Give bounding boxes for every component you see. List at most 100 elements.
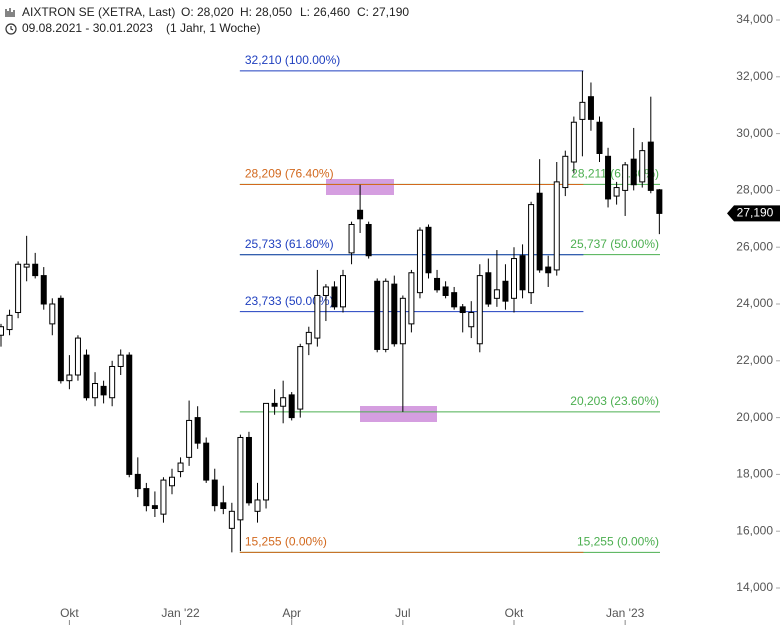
candle-body [408,272,415,325]
candle-body [399,297,406,345]
price-tag-label: 27,190 [737,206,774,220]
anchor-highlight [360,406,437,422]
candle-body [245,436,252,504]
candle-body [0,326,4,336]
candle-body [647,141,654,191]
candle-body [23,263,30,268]
candle-body [587,96,594,120]
candle-body [562,155,569,189]
candle-body [459,306,466,314]
candle-body [6,314,13,331]
header-icons [5,8,17,35]
y-tick-label: 32,000 [736,69,773,83]
candle-body [151,505,158,509]
candle-body [297,346,304,410]
candle-body [57,297,64,382]
candle-body [357,209,364,220]
candle-body [220,502,227,509]
candle-body [92,383,99,399]
candle-body [365,223,372,257]
candle-body [237,436,244,521]
candle-body [622,164,629,191]
candle-body [211,479,218,507]
candle-body [579,101,586,120]
x-tick-label: Jul [395,606,410,620]
y-tick-label: 20,000 [736,410,773,424]
candle-body [194,417,201,444]
candle-body [425,226,432,274]
fib-label: 20,203 (23.60%) [570,394,659,408]
candle-body [468,312,475,328]
candle-body [451,292,458,308]
candle-body [630,158,637,186]
y-tick-label: 24,000 [736,296,773,310]
ohlc-low: L: 26,460 [300,5,350,19]
candle-body [83,354,90,399]
candle-body [186,419,193,458]
candle-body [32,263,39,277]
candle-body [117,354,124,367]
candle-body [519,255,526,291]
candle-body [639,150,646,183]
candle-body [476,275,483,345]
y-tick-label: 26,000 [736,239,773,253]
candle-body [169,476,175,487]
fib-label: 28,211 (61.80%) [571,167,659,181]
date-range: 09.08.2021 - 30.01.2023 [22,21,153,35]
candle-body [49,303,56,325]
ohlc-open: O: 28,020 [181,5,234,19]
candle-body [143,488,150,507]
fib-label: 25,733 (61.80%) [245,237,334,251]
x-tick-label: Okt [505,606,524,620]
candle-body [382,280,389,350]
candle-body [391,283,398,345]
candle-body [40,275,47,305]
y-tick-label: 14,000 [736,580,773,594]
candle-body [126,354,133,475]
y-tick-label: 16,000 [736,523,773,537]
candle-body [434,277,441,291]
y-tick-label: 22,000 [736,353,773,367]
fib-label: 28,209 (76.40%) [245,167,334,181]
candle-body [314,294,321,339]
candle-body [280,397,287,407]
candle-body [605,155,612,200]
candle-body [331,286,338,308]
ohlc-close: C: 27,190 [357,5,409,19]
candle-body [66,374,73,382]
fib-label: 23,733 (50.00%) [245,294,334,308]
fib-label: 15,255 (0.00%) [245,535,327,549]
candle-body [109,365,116,399]
candle-body [570,121,577,163]
y-tick-label: 28,000 [736,183,773,197]
candle-body [511,258,517,299]
candle-body [228,510,235,529]
candle-body [288,394,295,419]
y-tick-label: 34,000 [736,12,773,26]
candle-body [322,286,329,296]
candle-body [348,223,355,254]
x-tick-label: Jan '23 [606,606,645,620]
candle-body [271,402,278,407]
candle-body [374,280,381,350]
candle-body [100,385,107,396]
candle-body [74,337,81,376]
x-tick-label: Apr [282,606,301,620]
chart-title: AIXTRON SE (XETRA, Last) [22,5,175,19]
candle-body [545,266,552,274]
ohlc-high: H: 28,050 [240,5,292,19]
fib-label: 32,210 (100.00%) [245,53,340,67]
candle-body [254,499,261,512]
x-tick-label: Okt [60,606,79,620]
y-tick-label: 18,000 [736,467,773,481]
candle-body [263,402,270,501]
candle-body [656,189,663,214]
candle-body [553,181,560,271]
fib-label: 25,737 (50.00%) [570,237,659,251]
candle-body [485,272,492,305]
candle-body [613,187,620,197]
candle-body [203,442,210,481]
fib-label: 15,255 (0.00%) [577,535,659,549]
candle-body [177,462,184,473]
